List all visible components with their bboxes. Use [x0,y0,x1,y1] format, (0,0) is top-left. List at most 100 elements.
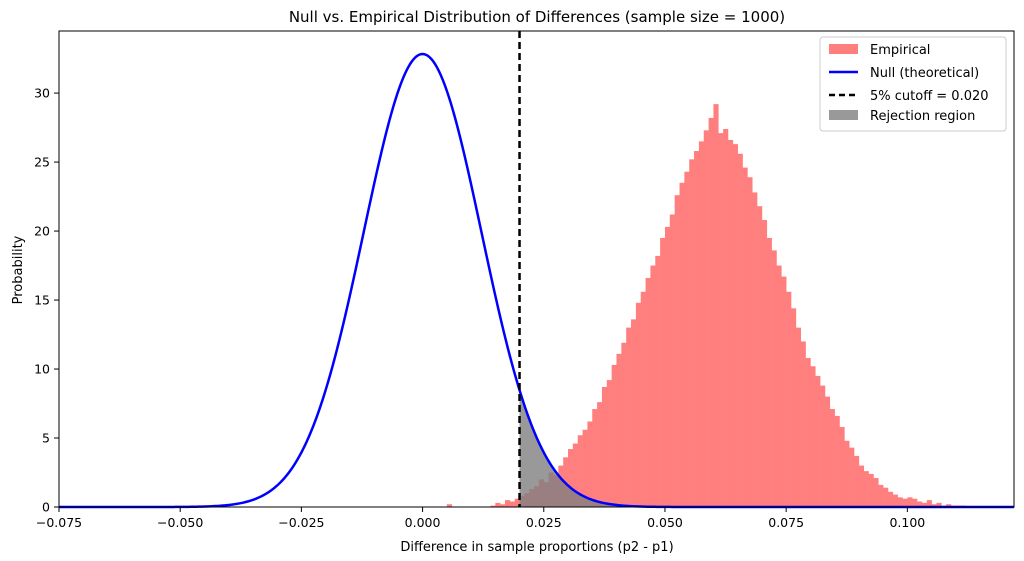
histogram-bar [713,104,719,508]
histogram-bar [815,375,821,507]
y-tick-label: 5 [42,431,50,446]
histogram-bar [446,504,452,507]
histogram-bar [834,415,840,507]
histogram-bar [694,151,700,507]
histogram-bar [820,385,826,507]
histogram-bar [761,220,768,507]
histogram-bar [902,498,908,507]
histogram-bar [897,497,903,507]
legend-item-rejection: Rejection region [829,109,975,124]
histogram-bar [606,380,612,507]
histogram-bar [776,265,782,507]
legend-swatch-empirical [829,44,858,54]
histogram-bar [664,226,671,508]
x-tick-label: 0.025 [526,515,562,530]
histogram-bar [611,364,617,507]
histogram-bar [601,386,608,507]
histogram-bar [805,357,811,507]
histogram-bar [660,237,666,507]
x-axis-label: Difference in sample proportions (p2 - p… [400,540,673,555]
histogram-bar [926,500,932,507]
histogram-bar [504,500,511,507]
histogram-bar [572,443,579,507]
y-tick-label: 15 [34,293,50,308]
histogram-bar [868,473,874,507]
histogram-bar [727,140,734,507]
histogram-bar [708,117,714,508]
histogram-bar [887,491,894,507]
histogram-bar [917,501,923,507]
histogram-bar [732,144,738,507]
histogram-bar [892,494,898,507]
histogram-bar [621,342,627,507]
histogram-bar [587,421,593,507]
histogram-bar [509,501,515,507]
histogram-bar [849,447,855,507]
legend-label-null: Null (theoretical) [870,66,979,81]
legend: Empirical Null (theoretical) 5% cutoff =… [819,36,1007,132]
x-tick-label: 0.050 [647,515,683,530]
histogram-bar [674,195,680,507]
histogram-bar [718,133,724,507]
histogram-bar [645,277,651,507]
histogram-bar [873,478,879,507]
histogram-bar [883,487,889,507]
histogram-bar [698,141,705,507]
histogram-bar [635,302,642,507]
histogram-bar [703,130,709,507]
y-tick-label: 0 [42,500,50,515]
x-tick-label: −0.075 [36,515,82,530]
histogram-bar [684,171,690,508]
y-tick-label: 20 [34,224,50,239]
legend-box [819,36,1007,132]
histogram-bar [766,237,772,507]
x-tick-label: 0.075 [768,515,804,530]
histogram-bar [723,128,729,507]
histogram-bar [795,327,801,507]
y-axis-label: Probability [11,235,26,304]
legend-label-empirical: Empirical [870,43,930,58]
histogram-bar [650,265,656,507]
y-axis: 0 5 10 15 20 25 30 [34,86,59,515]
histogram-bar [844,440,850,507]
histogram-bar [742,167,748,507]
histogram-bar [616,353,622,507]
histogram-bar [679,182,685,507]
histogram-bar [839,426,845,507]
histogram-bar [907,497,913,507]
legend-label-cutoff: 5% cutoff = 0.020 [870,89,989,104]
histogram-bar [640,291,646,507]
histogram-bar [631,319,637,507]
legend-item-null: Null (theoretical) [829,66,979,81]
x-tick-label: −0.025 [278,515,324,530]
histogram-bar [500,504,506,507]
x-tick-label: −0.050 [157,515,203,530]
histogram-bar [810,366,816,507]
histogram-bar [655,255,661,507]
histogram-bar [791,308,797,507]
histogram-bar [626,327,632,507]
histogram-bar [931,504,937,507]
chart-title: Null vs. Empirical Distribution of Diffe… [289,8,785,26]
legend-item-cutoff: 5% cutoff = 0.020 [829,89,989,104]
histogram-bar [689,159,695,507]
histogram-bar [921,502,928,507]
y-tick-label: 25 [34,155,50,170]
histogram-bar [946,504,952,507]
histogram-bar [771,250,777,507]
legend-swatch-rejection [829,110,858,120]
legend-item-empirical: Empirical [829,43,930,58]
histogram-bar [568,449,574,507]
histogram-bar [582,429,588,507]
histogram-bar [577,435,583,507]
histogram-bar [592,409,598,507]
histogram-bar [514,498,520,507]
plot-frame [58,30,1015,508]
histogram-bar [824,396,831,507]
histogram-bar [854,455,860,507]
histogram-bar [669,214,675,507]
histogram-bar [752,192,758,507]
histogram-bar [597,402,603,507]
histogram-bar [757,206,763,507]
